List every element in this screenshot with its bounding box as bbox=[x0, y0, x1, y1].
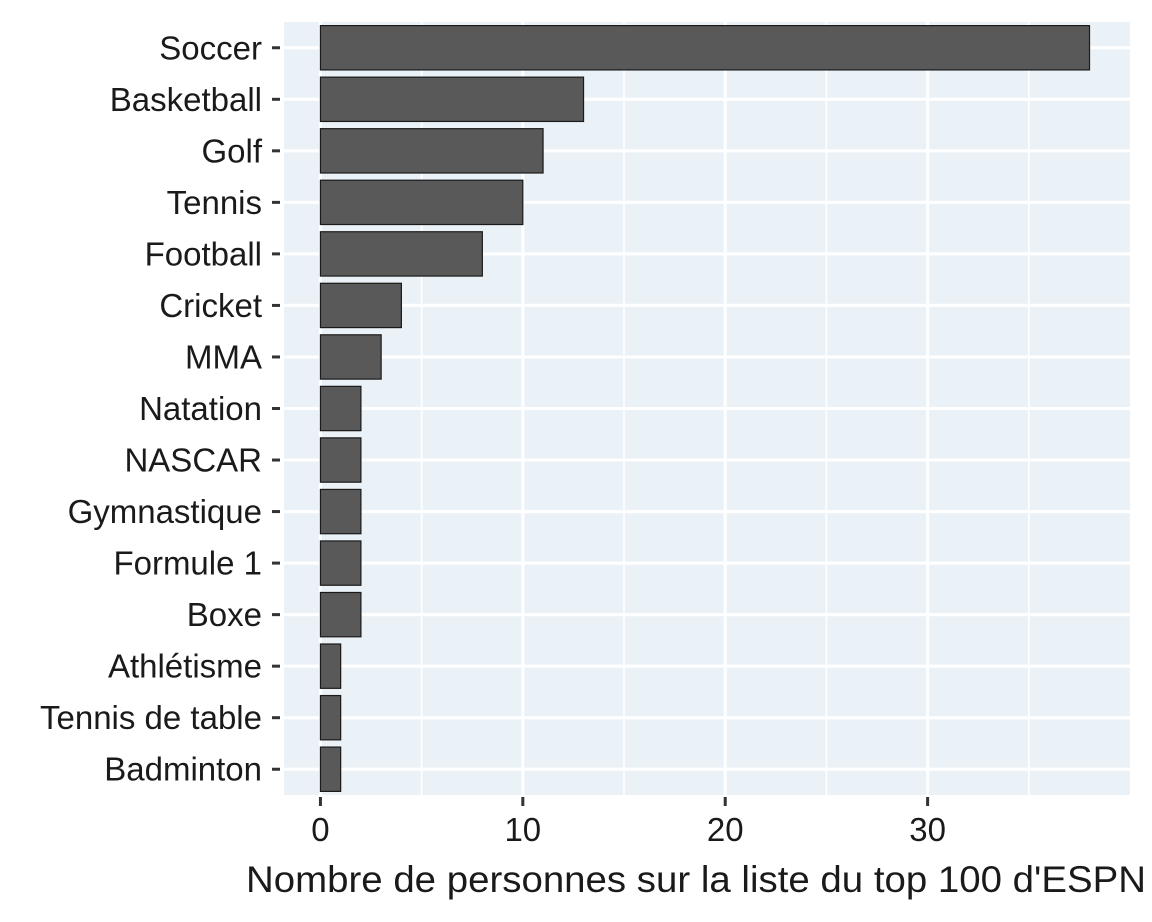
bar-tennis bbox=[319, 179, 524, 226]
y-tick-label: Boxe bbox=[187, 596, 262, 633]
y-axis: Soccer Basketball Golf Tennis Football Cricke… bbox=[40, 29, 280, 788]
y-tick-label: Cricket bbox=[159, 287, 262, 324]
y-tick-label: Golf bbox=[201, 132, 262, 169]
y-tick-label: Basketball bbox=[110, 81, 262, 118]
y-tick-label: Football bbox=[145, 235, 262, 272]
x-axis: 0 10 20 30 bbox=[311, 797, 946, 848]
bar-soccer bbox=[319, 25, 1091, 71]
bar-athl-tisme bbox=[319, 643, 342, 689]
bar-mma bbox=[319, 334, 382, 380]
y-tick-label: Tennis de table bbox=[40, 699, 262, 736]
bar-formule-1 bbox=[319, 540, 362, 586]
bar-nascar bbox=[319, 437, 362, 483]
x-tick-label: 10 bbox=[504, 811, 541, 848]
y-tick-label: Badminton bbox=[104, 751, 262, 788]
y-tick-label: Soccer bbox=[159, 29, 262, 66]
y-tick-label: Formule 1 bbox=[113, 545, 262, 582]
bar-basketball bbox=[319, 76, 585, 123]
bar-tennis-de-table bbox=[319, 694, 342, 741]
y-tick-label: Athlétisme bbox=[108, 648, 262, 685]
bar-cricket bbox=[319, 282, 402, 329]
y-tick-label: Tennis bbox=[167, 184, 262, 221]
y-tick-label: Natation bbox=[139, 390, 262, 427]
x-tick-label: 0 bbox=[311, 811, 329, 848]
x-tick-label: 30 bbox=[909, 811, 946, 848]
bar-gymnastique bbox=[319, 488, 362, 535]
bar-boxe bbox=[319, 591, 362, 638]
y-tick-label: MMA bbox=[185, 338, 262, 375]
bars-group bbox=[319, 25, 1091, 792]
bar-football bbox=[319, 231, 483, 277]
bar-golf bbox=[319, 128, 544, 174]
x-tick-label: 20 bbox=[707, 811, 744, 848]
x-axis-label: Nombre de personnes sur la liste du top … bbox=[246, 859, 1146, 900]
y-tick-label: NASCAR bbox=[124, 442, 262, 479]
y-tick-label: Gymnastique bbox=[68, 493, 262, 530]
bar-natation bbox=[319, 385, 362, 432]
bar-badminton bbox=[319, 746, 342, 792]
